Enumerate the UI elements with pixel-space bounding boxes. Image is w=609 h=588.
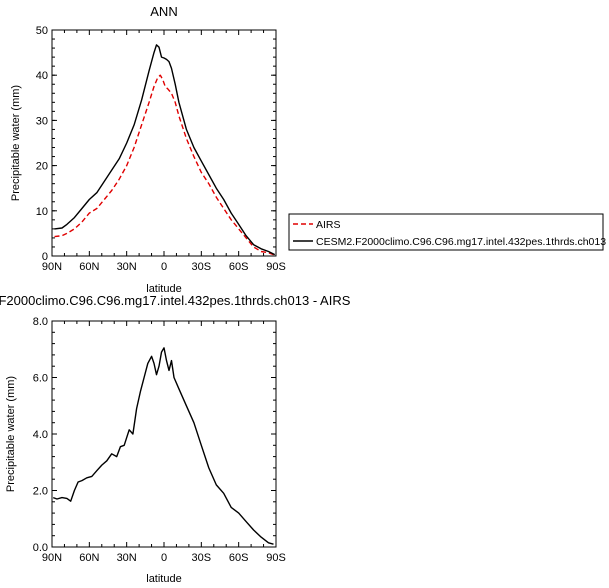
top-y-tick-label: 40 bbox=[36, 70, 48, 82]
top-y-tick-label: 0 bbox=[42, 251, 48, 263]
top-x-tick-label: 90N bbox=[42, 261, 62, 273]
bottom-x-tick-label: 90S bbox=[266, 552, 286, 564]
bottom-ticks: 90N 60N 30N 0 30S 60S 90S 0.0 2.0 4.0 6.0 8.0 bbox=[33, 316, 286, 564]
bottom-x-tick-label: 0 bbox=[161, 552, 167, 564]
top-x-tick-label: 60S bbox=[229, 261, 249, 273]
top-x-tick-label: 0 bbox=[161, 261, 167, 273]
top-panel: ANN latitude Precipitable water (mm) 90N… bbox=[10, 4, 286, 295]
top-x-tick-label: 90S bbox=[266, 261, 286, 273]
bottom-x-tick-label: 30N bbox=[117, 552, 137, 564]
bottom-y-tick-label: 0.0 bbox=[33, 542, 48, 554]
legend-box bbox=[288, 213, 604, 251]
top-y-tick-label: 30 bbox=[36, 115, 48, 127]
top-chart-title: ANN bbox=[150, 4, 177, 19]
top-x-tick-label: 30N bbox=[117, 261, 137, 273]
bottom-series bbox=[52, 347, 274, 545]
bottom-y-tick-label: 4.0 bbox=[33, 429, 48, 441]
bottom-x-tick-label: 60S bbox=[229, 552, 249, 564]
top-x-axis-label: latitude bbox=[146, 283, 181, 295]
bottom-x-tick-label: 90N bbox=[42, 552, 62, 564]
top-y-tick-label: 50 bbox=[36, 25, 48, 37]
bottom-y-tick-label: 8.0 bbox=[33, 316, 48, 328]
legend: AIRS CESM2.F2000climo.C96.C96.mg17.intel… bbox=[288, 213, 606, 251]
top-y-axis-label: Precipitable water (mm) bbox=[10, 85, 22, 201]
top-y-tick-label: 10 bbox=[36, 206, 48, 218]
top-y-tick-label: 20 bbox=[36, 161, 48, 173]
bottom-chart-title: 2.F2000climo.C96.C96.mg17.intel.432pes.1… bbox=[0, 293, 351, 308]
bottom-plot-frame bbox=[51, 320, 277, 548]
legend-label-cesm2: CESM2.F2000climo.C96.C96.mg17.intel.432p… bbox=[316, 236, 606, 248]
bottom-series-line-cesm2 bbox=[52, 347, 274, 545]
bottom-y-tick-label: 6.0 bbox=[33, 373, 48, 385]
bottom-y-tick-label: 2.0 bbox=[33, 486, 48, 498]
bottom-panel: 2.F2000climo.C96.C96.mg17.intel.432pes.1… bbox=[0, 293, 351, 585]
top-ticks: 90N 60N 30N 0 30S 60S 90S 0 10 20 30 40 50 bbox=[36, 25, 286, 273]
bottom-y-axis-label: Precipitable water (mm) bbox=[5, 376, 17, 492]
top-plot-frame bbox=[51, 29, 277, 257]
legend-label-airs: AIRS bbox=[316, 219, 341, 231]
bottom-x-tick-label: 30S bbox=[192, 552, 212, 564]
bottom-x-tick-label: 60N bbox=[79, 552, 99, 564]
top-x-tick-label: 60N bbox=[79, 261, 99, 273]
top-series bbox=[54, 44, 276, 256]
top-x-tick-label: 30S bbox=[192, 261, 212, 273]
top-series-line-airs bbox=[54, 74, 276, 256]
bottom-x-axis-label: latitude bbox=[146, 573, 181, 585]
top-series-line-cesm2 bbox=[54, 44, 276, 256]
